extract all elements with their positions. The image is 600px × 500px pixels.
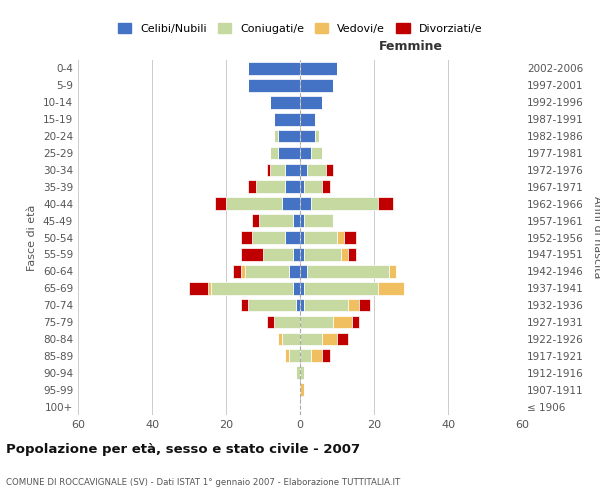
Bar [189,282,208,294]
Bar [300,265,307,278]
Text: COMUNE DI ROCCAVIGNALE (SV) - Dati ISTAT 1° gennaio 2007 - Elaborazione TUTTITAL: COMUNE DI ROCCAVIGNALE (SV) - Dati ISTAT… [6,478,400,487]
Bar [271,164,285,176]
Bar [256,180,285,193]
Bar [281,198,300,210]
Bar [285,231,300,244]
Bar [307,265,389,278]
Bar [215,198,226,210]
Bar [226,198,281,210]
Bar [304,299,348,312]
Bar [285,180,300,193]
Bar [300,248,304,260]
Bar [278,146,300,160]
Bar [300,350,311,362]
Bar [300,231,304,244]
Bar [289,350,300,362]
Bar [300,299,304,312]
Bar [337,231,344,244]
Bar [300,366,304,379]
Bar [241,299,248,312]
Bar [304,282,378,294]
Bar [285,350,289,362]
Bar [248,62,300,75]
Bar [274,130,278,142]
Bar [245,265,289,278]
Bar [304,214,334,227]
Bar [334,316,352,328]
Bar [300,332,322,345]
Bar [211,282,293,294]
Bar [315,130,319,142]
Bar [300,164,307,176]
Bar [267,164,271,176]
Bar [293,214,300,227]
Bar [233,265,241,278]
Bar [296,299,300,312]
Bar [304,231,337,244]
Bar [348,248,356,260]
Bar [344,231,356,244]
Bar [241,248,263,260]
Bar [389,265,396,278]
Bar [274,316,300,328]
Bar [271,96,300,108]
Bar [278,130,300,142]
Bar [271,146,278,160]
Bar [348,299,359,312]
Bar [307,164,326,176]
Bar [278,332,281,345]
Bar [300,113,315,126]
Bar [337,332,348,345]
Bar [241,231,252,244]
Bar [359,299,370,312]
Bar [304,248,341,260]
Bar [296,366,300,379]
Bar [311,198,378,210]
Bar [300,146,311,160]
Bar [263,248,293,260]
Bar [341,248,348,260]
Bar [248,79,300,92]
Bar [300,62,337,75]
Bar [352,316,359,328]
Bar [293,282,300,294]
Bar [252,214,259,227]
Bar [208,282,211,294]
Bar [248,180,256,193]
Bar [300,96,322,108]
Bar [241,265,245,278]
Text: Femmine: Femmine [379,40,443,53]
Bar [293,248,300,260]
Legend: Celibi/Nubili, Coniugati/e, Vedovi/e, Divorziati/e: Celibi/Nubili, Coniugati/e, Vedovi/e, Di… [115,20,485,37]
Bar [248,299,296,312]
Bar [311,350,322,362]
Bar [326,164,334,176]
Y-axis label: Fasce di età: Fasce di età [28,204,37,270]
Bar [300,384,304,396]
Bar [300,316,334,328]
Text: Popolazione per età, sesso e stato civile - 2007: Popolazione per età, sesso e stato civil… [6,442,360,456]
Bar [289,265,300,278]
Y-axis label: Anni di nascita: Anni di nascita [592,196,600,279]
Bar [378,198,392,210]
Bar [304,180,322,193]
Bar [285,164,300,176]
Bar [300,180,304,193]
Bar [322,332,337,345]
Bar [322,180,329,193]
Bar [378,282,404,294]
Bar [300,282,304,294]
Bar [252,231,285,244]
Bar [311,146,322,160]
Bar [300,214,304,227]
Bar [322,350,329,362]
Bar [300,130,315,142]
Bar [300,79,334,92]
Bar [267,316,274,328]
Bar [281,332,300,345]
Bar [274,113,300,126]
Bar [300,198,311,210]
Bar [259,214,293,227]
